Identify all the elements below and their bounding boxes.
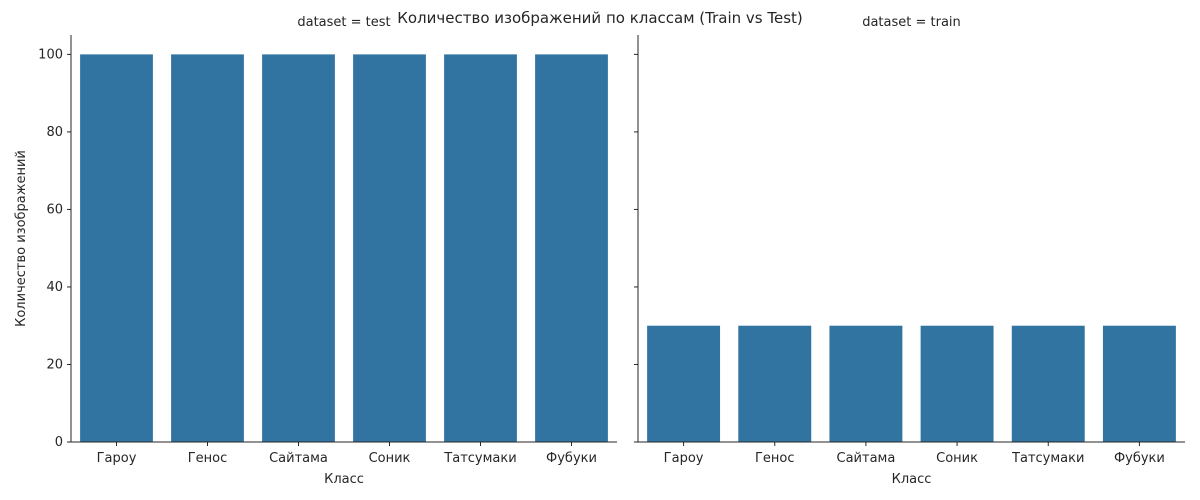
x-tick-label: Фубуки: [546, 451, 597, 466]
y-tick-label: 60: [46, 202, 63, 217]
x-tick-label: Татсумаки: [443, 451, 516, 466]
bar-Генос: [738, 325, 812, 442]
x-tick-label: Гароу: [97, 451, 137, 466]
panel-test: 0 20 40 60 80 100 Гароу Генос Сайтама Соник Татсум…: [14, 15, 617, 487]
y-axis-label: Количество изображений: [14, 150, 29, 327]
x-tick-label: Генос: [188, 451, 228, 466]
x-tick-label: Гароу: [664, 451, 704, 466]
y-tick-label: 0: [55, 435, 63, 450]
bar-Генос: [171, 54, 244, 442]
y-tick-label: 40: [46, 280, 63, 295]
x-tick-label: Сайтама: [269, 451, 328, 466]
x-tick-label: Соник: [369, 451, 411, 466]
bar-Сайтама: [262, 54, 335, 442]
x-axis-label: Класс: [892, 472, 932, 487]
bar-Соник: [920, 325, 994, 442]
bar-Фубуки: [1102, 325, 1176, 442]
bar-Татсумаки: [1011, 325, 1085, 442]
y-tick-label: 100: [38, 47, 63, 62]
panel-title: dataset = test: [297, 15, 390, 30]
x-tick-label: Фубуки: [1114, 451, 1165, 466]
x-axis-label: Класс: [324, 472, 364, 487]
x-tick-label: Генос: [755, 451, 795, 466]
bar-Гароу: [80, 54, 153, 442]
y-tick-label: 20: [46, 357, 63, 372]
bar-Татсумаки: [444, 54, 517, 442]
bar-Гароу: [647, 325, 721, 442]
x-tick-label: Соник: [936, 451, 978, 466]
x-tick-label: Татсумаки: [1011, 451, 1084, 466]
bar-Фубуки: [535, 54, 608, 442]
y-tick-label: 80: [46, 125, 63, 140]
bar-Сайтама: [829, 325, 903, 442]
panel-title: dataset = train: [862, 15, 961, 30]
x-tick-label: Сайтама: [837, 451, 896, 466]
bar-Соник: [353, 54, 426, 442]
figure-title: Количество изображений по классам (Train…: [397, 9, 803, 27]
panel-train: Гароу Генос Сайтама Соник Татсумаки Фубуки Кла…: [634, 15, 1185, 487]
